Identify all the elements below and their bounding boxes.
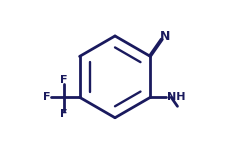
Text: F: F: [60, 109, 67, 119]
Text: F: F: [60, 76, 67, 85]
Text: F: F: [43, 92, 51, 102]
Text: NH: NH: [166, 92, 185, 102]
Text: N: N: [159, 30, 169, 43]
